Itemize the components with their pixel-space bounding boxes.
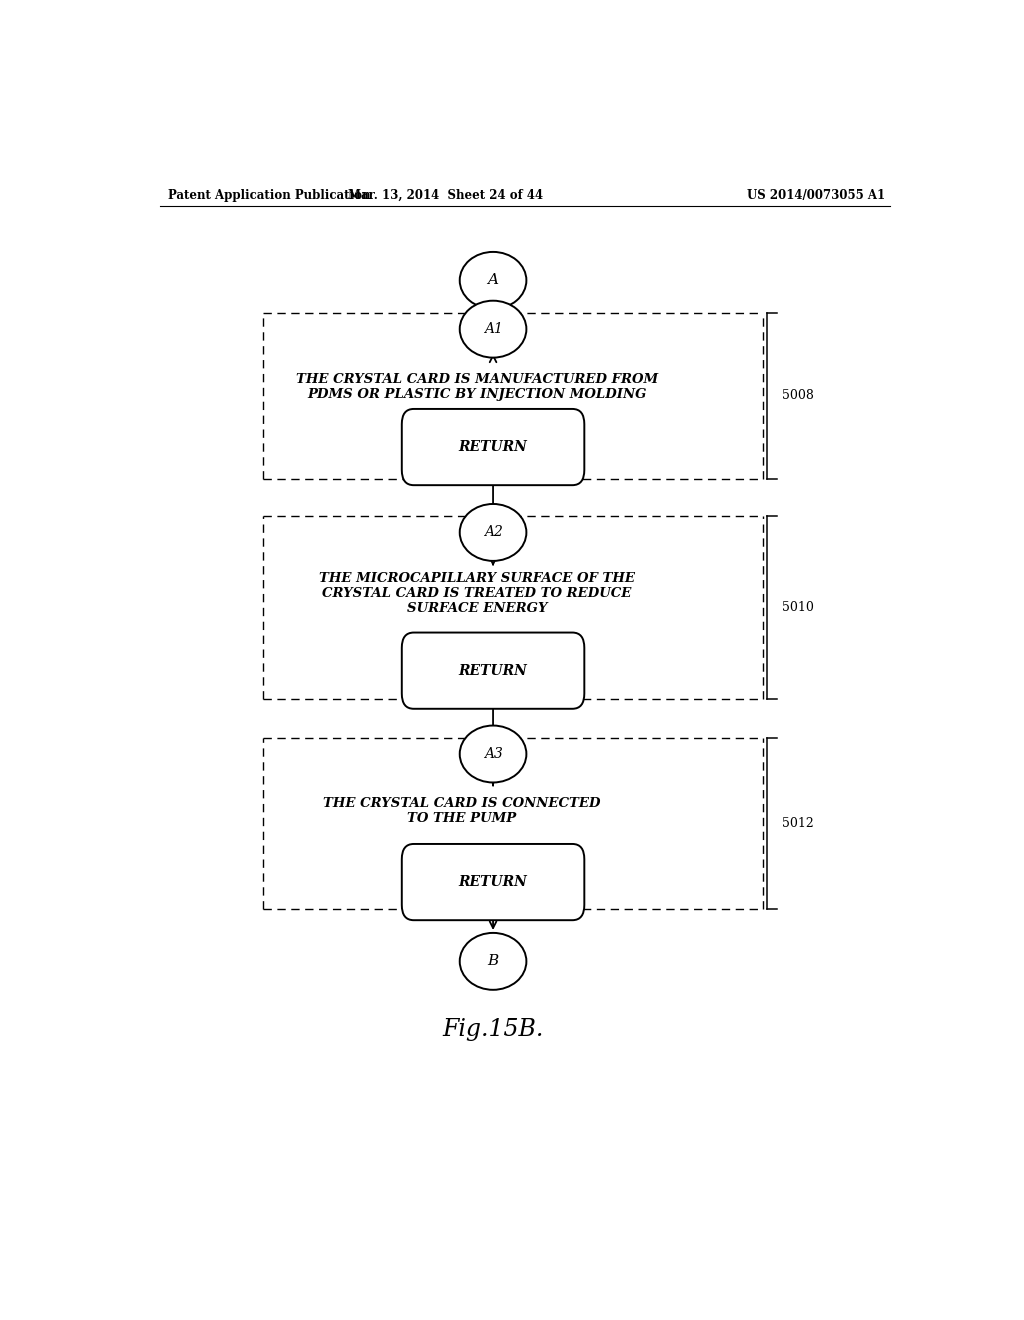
FancyBboxPatch shape: [401, 843, 585, 920]
Text: THE MICROCAPILLARY SURFACE OF THE
CRYSTAL CARD IS TREATED TO REDUCE
SURFACE ENER: THE MICROCAPILLARY SURFACE OF THE CRYSTA…: [319, 572, 635, 615]
Text: US 2014/0073055 A1: US 2014/0073055 A1: [748, 189, 885, 202]
Text: A2: A2: [483, 525, 503, 540]
Ellipse shape: [460, 301, 526, 358]
Text: B: B: [487, 954, 499, 969]
Ellipse shape: [460, 933, 526, 990]
Ellipse shape: [460, 252, 526, 309]
Ellipse shape: [460, 726, 526, 783]
Text: RETURN: RETURN: [459, 440, 527, 454]
Text: Patent Application Publication: Patent Application Publication: [168, 189, 371, 202]
Text: THE CRYSTAL CARD IS MANUFACTURED FROM
PDMS OR PLASTIC BY INJECTION MOLDING: THE CRYSTAL CARD IS MANUFACTURED FROM PD…: [296, 374, 658, 401]
FancyBboxPatch shape: [401, 409, 585, 486]
Text: 5008: 5008: [782, 389, 814, 403]
Text: 5010: 5010: [782, 601, 814, 614]
FancyBboxPatch shape: [401, 632, 585, 709]
Text: A3: A3: [483, 747, 503, 762]
Text: Fig.15B.: Fig.15B.: [442, 1018, 544, 1041]
Text: Mar. 13, 2014  Sheet 24 of 44: Mar. 13, 2014 Sheet 24 of 44: [348, 189, 543, 202]
Text: RETURN: RETURN: [459, 664, 527, 677]
Text: THE CRYSTAL CARD IS CONNECTED
TO THE PUMP: THE CRYSTAL CARD IS CONNECTED TO THE PUM…: [323, 797, 600, 825]
Text: A: A: [487, 273, 499, 288]
Text: 5012: 5012: [782, 817, 814, 830]
Text: RETURN: RETURN: [459, 875, 527, 890]
Ellipse shape: [460, 504, 526, 561]
Text: A1: A1: [483, 322, 503, 337]
